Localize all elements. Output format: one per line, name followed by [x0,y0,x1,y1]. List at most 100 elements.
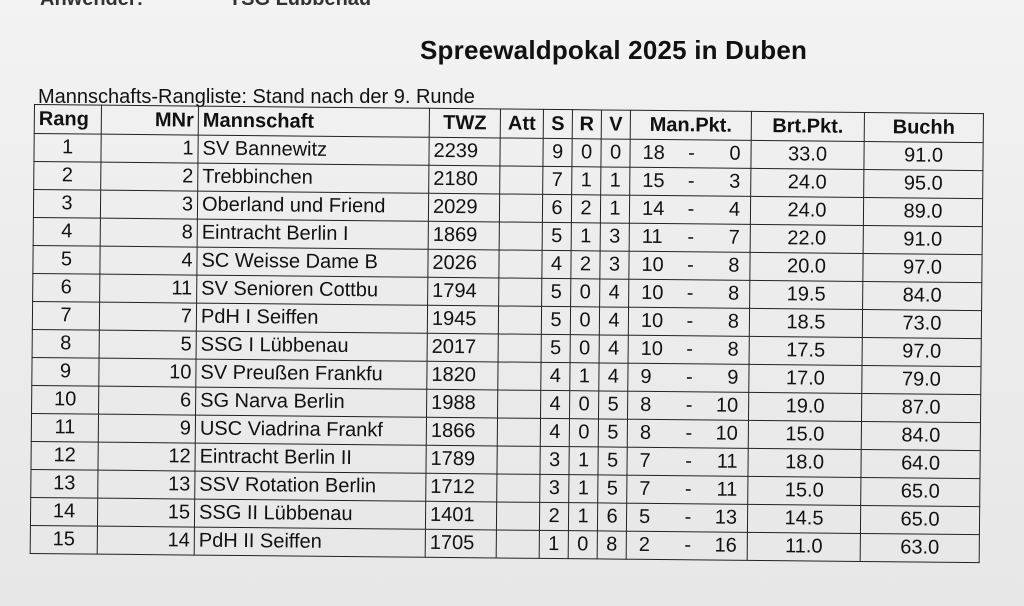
cell-twz: 2239 [428,137,501,166]
cell-v: 5 [597,474,627,504]
man-pkt-against: 9 [727,366,739,389]
man-pkt-separator: - [684,534,692,557]
cell-r: 1 [568,446,599,475]
cell-brt-pkt: 17.5 [749,336,863,366]
cell-mnr: 12 [97,442,196,472]
cell-s: 5 [541,306,571,335]
cell-rang: 1 [33,133,102,163]
cell-mannschaft: Eintracht Berlin I [197,219,429,250]
cell-mnr: 14 [97,526,195,556]
cell-mannschaft: SSG II Lübbenau [194,499,426,530]
cell-s: 3 [539,474,569,503]
cell-rang: 2 [33,161,101,191]
cell-r: 0 [570,278,600,307]
cell-r: 0 [568,530,598,559]
cell-s: 4 [540,390,570,419]
cell-v: 4 [599,306,629,336]
cell-v: 3 [600,222,630,252]
cell-buchh: 87.0 [861,393,981,423]
cell-brt-pkt: 20.0 [749,252,864,282]
man-pkt-against: 3 [729,170,741,193]
cell-mnr: 4 [99,246,198,276]
man-pkt-separator: - [685,422,693,445]
cell-brt-pkt: 18.0 [747,448,862,478]
man-pkt-separator: - [685,394,693,417]
page-subtitle: Mannschafts-Rangliste: Stand nach der 9.… [38,86,475,108]
cell-twz: 2026 [427,249,500,278]
man-pkt-for: 10 [640,309,664,333]
cell-mnr: 2 [100,162,198,192]
cell-v: 5 [598,390,628,420]
cell-mannschaft: Trebbinchen [197,163,429,194]
cell-twz: 1866 [426,417,498,446]
cell-brt-pkt: 11.0 [747,532,861,562]
cell-att [497,361,542,391]
man-pkt-for: 2 [638,533,651,556]
cell-mannschaft: SV Preußen Frankfu [195,359,428,390]
cell-v: 6 [597,502,627,532]
man-pkt-against: 7 [728,226,740,249]
cell-v: 0 [600,138,631,168]
man-pkt-against: 8 [728,254,740,277]
man-pkt-against: 10 [715,394,739,417]
cell-man-pkt: 7-11 [626,447,749,477]
man-pkt-separator: - [686,338,694,361]
col-header-mannschaft: Mannschaft [198,106,430,138]
cell-buchh: 63.0 [860,533,980,563]
man-pkt-separator: - [687,198,695,221]
cell-att [497,389,541,419]
cell-rang: 15 [30,525,98,555]
cell-mannschaft: Oberland und Friend [197,191,429,222]
cell-mnr: 5 [99,330,197,360]
cell-s: 4 [540,418,570,447]
man-pkt-separator: - [685,366,693,389]
cell-brt-pkt: 15.0 [747,476,861,506]
cell-rang: 7 [32,301,100,331]
cell-twz: 1820 [426,361,499,390]
cell-man-pkt: 8 -10 [627,419,749,449]
cell-r: 0 [570,334,600,363]
cell-s: 3 [539,446,570,475]
man-pkt-against: 8 [727,338,739,361]
user-value: TSG Lübbenau [229,0,371,10]
cell-twz: 1705 [425,529,497,558]
man-pkt-against: 11 [716,450,738,473]
cell-r: 1 [571,222,601,251]
cell-man-pkt: 7-11 [626,475,748,505]
cell-buchh: 97.0 [862,337,982,367]
cell-r: 1 [569,362,600,391]
cell-mnr: 1 [100,134,199,164]
cell-s: 4 [541,250,572,279]
col-header-mnr: MNr [101,105,199,136]
col-header-v: V [601,109,631,140]
cell-att [499,137,544,167]
cell-brt-pkt: 22.0 [750,224,864,254]
cell-r: 1 [568,502,598,531]
ranking-table: Rang MNr Mannschaft TWZ Att S R V Man.Pk… [30,104,984,563]
cell-twz: 1945 [427,305,499,334]
col-header-r: R [572,109,602,139]
cell-man-pkt: 15- 3 [629,167,751,197]
cell-buchh: 65.0 [860,477,980,507]
cell-rang: 6 [32,273,100,303]
cell-brt-pkt: 19.5 [749,280,863,310]
cell-v: 4 [598,362,629,392]
cell-man-pkt: 18- 0 [629,139,752,169]
man-pkt-against: 0 [729,142,741,165]
cell-twz: 2180 [428,165,500,194]
cell-r: 0 [570,306,600,335]
cell-brt-pkt: 17.0 [748,364,863,394]
col-header-rang: Rang [34,104,102,135]
cell-mannschaft: PdH I Seiffen [196,303,428,334]
man-pkt-against: 8 [727,282,740,305]
cell-r: 2 [571,194,601,223]
cell-mannschaft: SSV Rotation Berlin [194,471,426,502]
cell-s: 6 [542,194,572,223]
cell-buchh: 73.0 [862,309,982,339]
cell-mannschaft: SV Senioren Cottbu [196,275,428,306]
header-top-line: Anwender: TSG Lübbenau [40,0,451,11]
cell-man-pkt: 10- 8 [628,279,750,309]
cell-att [496,501,540,531]
man-pkt-for: 18 [642,141,665,165]
cell-s: 4 [540,362,571,391]
